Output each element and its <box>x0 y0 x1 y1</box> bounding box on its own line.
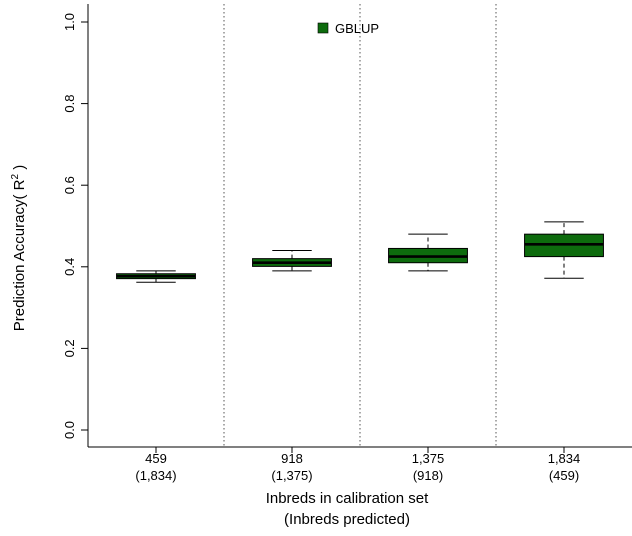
legend-swatch-gblup <box>317 22 329 34</box>
y-tick-label: 0.4 <box>62 258 77 276</box>
legend: GBLUP <box>317 21 379 36</box>
x-tick-sublabel: (1,375) <box>271 468 312 483</box>
x-tick-label: 459 <box>145 451 167 466</box>
x-tick-sublabel: (459) <box>549 468 579 483</box>
x-tick-label: 918 <box>281 451 303 466</box>
plot-frame <box>87 4 632 448</box>
y-axis-title: Prediction Accuracy( R2 ) <box>10 165 28 331</box>
legend-label-gblup: GBLUP <box>335 21 379 36</box>
x-axis-title: Inbreds in calibration set <box>266 490 429 507</box>
group-separators <box>223 4 497 447</box>
x-tick-label: 1,375 <box>412 451 445 466</box>
x-tick-label: 1,834 <box>548 451 581 466</box>
y-tick-label: 1.0 <box>62 13 77 31</box>
box-series <box>116 221 604 283</box>
y-tick-label: 0.2 <box>62 339 77 357</box>
x-axis-subtitle: (Inbreds predicted) <box>284 511 410 528</box>
y-axis: 0.0 0.2 0.4 0.6 0.8 1.0 <box>62 13 88 439</box>
y-tick-label: 0.8 <box>62 95 77 113</box>
x-tick-sublabel: (1,834) <box>135 468 176 483</box>
y-tick-label: 0.0 <box>62 421 77 439</box>
x-tick-sublabel: (918) <box>413 468 443 483</box>
y-tick-label: 0.6 <box>62 176 77 194</box>
x-axis: 459 (1,834) 918 (1,375) 1,375 (918) 1,834 (459) <box>135 447 580 483</box>
